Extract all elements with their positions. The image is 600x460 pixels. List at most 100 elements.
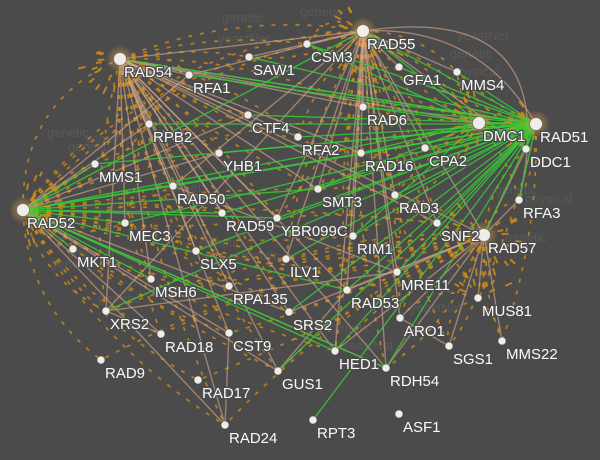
node-RAD9[interactable] bbox=[96, 355, 106, 365]
hub-dash bbox=[476, 137, 479, 145]
node-CTF4[interactable] bbox=[243, 110, 253, 120]
edge-RAD57-RFA3 bbox=[483, 199, 520, 236]
node-SMT3[interactable] bbox=[313, 184, 323, 194]
edge-RAD52-HED1 bbox=[22, 209, 336, 352]
node-label-CST9: CST9 bbox=[233, 338, 271, 355]
hub-dash bbox=[37, 228, 43, 235]
node-label-RIM1: RIM1 bbox=[357, 241, 393, 258]
edge-RAD54-SLX5 bbox=[119, 58, 197, 252]
edge-SRS2-RAD51 bbox=[288, 123, 537, 313]
node-YHB1[interactable] bbox=[214, 148, 224, 158]
node-label-HED1: HED1 bbox=[339, 356, 379, 373]
node-RAD59[interactable] bbox=[217, 208, 227, 218]
node-RPA135[interactable] bbox=[224, 281, 234, 291]
node-MRE11[interactable] bbox=[392, 267, 402, 277]
node-RPB2[interactable] bbox=[144, 119, 154, 129]
node-RAD54[interactable] bbox=[113, 52, 127, 66]
node-CST9[interactable] bbox=[224, 328, 234, 338]
edge-RAD52-RAD17 bbox=[22, 209, 199, 381]
node-HED1[interactable] bbox=[330, 346, 340, 356]
node-DMC1[interactable] bbox=[472, 116, 486, 130]
node-RFA2[interactable] bbox=[293, 132, 303, 142]
hub-dash bbox=[335, 42, 343, 49]
node-CPA2[interactable] bbox=[420, 143, 430, 153]
node-RAD55[interactable] bbox=[356, 24, 370, 38]
edge-ILV1-RAD51 bbox=[285, 123, 537, 260]
node-CSM3[interactable] bbox=[302, 39, 312, 49]
edge-RAD52-CST9 bbox=[22, 209, 230, 334]
node-RAD6[interactable] bbox=[358, 102, 368, 112]
node-MUS81[interactable] bbox=[473, 293, 483, 303]
node-MMS1[interactable] bbox=[90, 159, 100, 169]
edge-RAD57-RAD51 bbox=[483, 123, 537, 236]
node-SLX5[interactable] bbox=[191, 246, 201, 256]
node-ARO1[interactable] bbox=[395, 313, 405, 323]
node-RAD17[interactable] bbox=[193, 375, 203, 385]
node-DDC1[interactable] bbox=[521, 144, 531, 154]
node-MMS22[interactable] bbox=[497, 336, 507, 346]
edge-GUS1-RAD51 bbox=[277, 123, 537, 372]
node-label-RAD53: RAD53 bbox=[351, 295, 399, 312]
edge-RAD52-XRS2 bbox=[22, 209, 107, 312]
hub-dash bbox=[334, 15, 342, 21]
node-SAW1[interactable] bbox=[244, 52, 254, 62]
node-RDH54[interactable] bbox=[381, 363, 391, 373]
hub-dash bbox=[139, 86, 146, 94]
node-RAD57[interactable] bbox=[477, 228, 491, 242]
node-ILV1[interactable] bbox=[281, 254, 291, 264]
node-RFA3[interactable] bbox=[514, 195, 524, 205]
hub-dash bbox=[37, 202, 44, 206]
node-GUS1[interactable] bbox=[273, 366, 283, 376]
node-RAD24[interactable] bbox=[220, 420, 230, 430]
edge-MUS81-MMS22 bbox=[477, 297, 503, 342]
edge-RPT3-RAD51 bbox=[312, 123, 537, 421]
hub-dash bbox=[472, 278, 476, 286]
node-MKT1[interactable] bbox=[68, 244, 78, 254]
node-RAD3[interactable] bbox=[390, 190, 400, 200]
node-RAD53[interactable] bbox=[342, 285, 352, 295]
node-RFA1[interactable] bbox=[184, 70, 194, 80]
hub-dash bbox=[371, 48, 376, 56]
edge-RAD54-RAD57 bbox=[119, 58, 485, 236]
hub-dash bbox=[462, 235, 469, 238]
node-label-MMS22: MMS22 bbox=[506, 346, 558, 363]
hub-dash bbox=[446, 133, 454, 138]
hub-dash bbox=[494, 221, 501, 227]
node-RPT3[interactable] bbox=[308, 415, 318, 425]
node-SNF2[interactable] bbox=[432, 218, 442, 228]
node-label-CSM3: CSM3 bbox=[311, 49, 353, 66]
node-RIM1[interactable] bbox=[348, 231, 358, 241]
node-YBR099C[interactable] bbox=[272, 213, 282, 223]
node-RAD16[interactable] bbox=[356, 148, 366, 158]
node-RAD51[interactable] bbox=[529, 117, 543, 131]
node-RAD18[interactable] bbox=[156, 329, 166, 339]
watermark-text: genetic bbox=[222, 10, 264, 25]
edge-RAD52-ILV1 bbox=[22, 209, 287, 260]
edge-SMT3-RAD51 bbox=[317, 123, 537, 190]
node-MSH6[interactable] bbox=[146, 274, 156, 284]
hub-dash bbox=[470, 256, 475, 262]
hub-dash bbox=[520, 111, 526, 117]
edge-RAD6-RAD51 bbox=[362, 106, 537, 125]
hub-dash bbox=[326, 36, 334, 40]
hub-dash bbox=[506, 141, 513, 148]
node-RAD50[interactable] bbox=[168, 181, 178, 191]
node-MEC3[interactable] bbox=[120, 218, 130, 228]
edge-RAD52-RDH54 bbox=[22, 209, 387, 369]
node-GFA1[interactable] bbox=[394, 62, 404, 72]
hub-dash bbox=[353, 65, 358, 73]
node-ASF1[interactable] bbox=[394, 409, 404, 419]
hub-dash bbox=[44, 218, 51, 223]
node-label-MSH6: MSH6 bbox=[155, 284, 197, 301]
node-SRS2[interactable] bbox=[284, 307, 294, 317]
node-SGS1[interactable] bbox=[444, 341, 454, 351]
hub-dash bbox=[94, 68, 102, 74]
edge-ARO1-SGS1 bbox=[399, 317, 450, 347]
node-MMS4[interactable] bbox=[452, 67, 462, 77]
node-RAD52[interactable] bbox=[16, 203, 30, 217]
node-XRS2[interactable] bbox=[101, 306, 111, 316]
edge-RAD52-RPA135 bbox=[22, 209, 230, 287]
node-label-RAD6: RAD6 bbox=[367, 112, 407, 129]
hub-dash bbox=[338, 24, 345, 28]
